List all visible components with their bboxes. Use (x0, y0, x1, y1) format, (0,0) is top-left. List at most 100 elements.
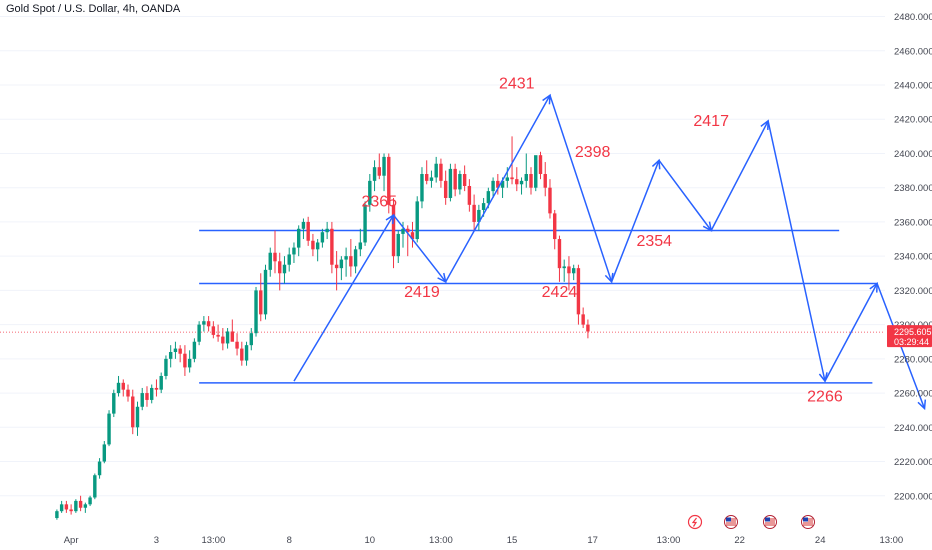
candle-body (88, 497, 92, 505)
flag-canton (803, 517, 808, 522)
lightning-bolt (691, 517, 698, 527)
price-annotation: 2365 (361, 194, 397, 211)
candle-body (273, 252, 277, 262)
price-axis-label: 2260.000 (894, 389, 932, 400)
projection-path[interactable] (293, 93, 927, 411)
flag-ring (763, 515, 777, 529)
flag-ring (801, 515, 815, 529)
candle-body (278, 261, 282, 274)
current-price-tag: 2295.605 03:29:44 (887, 325, 932, 348)
candle-body (225, 331, 230, 344)
candle-body (363, 204, 367, 243)
candle-body (254, 290, 258, 334)
price-annotation: 2354 (636, 233, 672, 250)
us-flag-icon[interactable] (763, 515, 777, 529)
price-annotation: 2424 (542, 284, 578, 301)
candle-body (496, 180, 500, 188)
candle-body (372, 167, 377, 181)
price-annotation: 2417 (693, 113, 729, 130)
candle-body (216, 334, 220, 337)
candle-body (524, 174, 528, 181)
price-axis-label: 2440.000 (894, 81, 932, 92)
price-axis-label: 2400.000 (894, 149, 932, 160)
candle-body (183, 353, 187, 368)
arrowhead (760, 119, 769, 130)
candle-body (562, 266, 566, 269)
candle-body (97, 461, 102, 476)
candle-body (102, 444, 107, 462)
candle-body (391, 204, 396, 257)
price-annotation: 2431 (499, 75, 535, 92)
event-icons[interactable] (687, 514, 815, 530)
candle-body (500, 180, 505, 188)
candle-body (439, 163, 443, 181)
candle-body (296, 228, 301, 248)
candle-body (472, 204, 476, 222)
time-axis-label: 13:00 (429, 535, 453, 546)
time-axis-label: 13:00 (201, 535, 225, 546)
time-axis-label: 17 (587, 535, 598, 546)
arrowhead (917, 399, 927, 411)
candle-body (64, 504, 69, 510)
flag-ring (724, 515, 738, 529)
arrowhead (437, 272, 447, 284)
candle-body (477, 209, 481, 222)
candle-body (505, 177, 510, 181)
zigzag-path[interactable] (293, 94, 926, 409)
price-tag-value: 2295.605 (894, 327, 932, 337)
us-flag-icon[interactable] (724, 515, 738, 529)
price-annotation: 2398 (575, 144, 611, 161)
candle-body (325, 228, 329, 233)
candle-body (534, 155, 538, 188)
candle-body (406, 228, 410, 233)
horizontal-levels[interactable] (0, 229, 885, 384)
candle-body (159, 375, 163, 390)
arrowhead (542, 93, 551, 105)
candle-body (112, 393, 116, 414)
candle-body (154, 387, 159, 390)
us-flag-icon[interactable] (801, 515, 815, 529)
candle-body (301, 221, 306, 229)
price-annotation: 2419 (404, 284, 440, 301)
candle-body (401, 228, 405, 234)
candle-body (538, 155, 543, 175)
price-axis-label: 2420.000 (894, 115, 932, 126)
candle-body (178, 348, 182, 354)
candle-body (164, 358, 168, 376)
candle-body (434, 163, 438, 178)
price-axis-label: 2220.000 (894, 457, 932, 468)
price-annotation: 2266 (807, 389, 843, 406)
candle-body (453, 168, 457, 190)
price-axis-label: 2460.000 (894, 46, 932, 57)
candle-body (211, 326, 216, 335)
time-axis-label: 3 (154, 535, 159, 546)
candle-body (377, 167, 382, 176)
price-annotations: 2365 2419 2431 2424 2398 2354 2417 2266 (361, 75, 842, 405)
candle-body (292, 247, 296, 255)
candle-body (353, 249, 358, 267)
flag-canton (765, 517, 770, 522)
candle-body (59, 504, 64, 512)
price-axis[interactable]: 2200.000 2220.000 2240.000 2260.000 2280.000… (894, 12, 932, 502)
candle-body (192, 341, 197, 359)
candle-body (368, 180, 372, 205)
candle-body (382, 156, 386, 176)
time-axis-label: 13:00 (879, 535, 903, 546)
candle-body (74, 500, 78, 512)
candle-body (140, 393, 144, 407)
lightning-icon[interactable] (687, 514, 703, 530)
candle-body (557, 239, 562, 269)
candle-body (576, 268, 581, 315)
candle-body (315, 242, 320, 250)
candle-body (268, 252, 272, 270)
candle-body (282, 264, 287, 274)
candle-body (358, 242, 363, 250)
time-axis-label: 15 (507, 535, 518, 546)
time-axis-label: 13:00 (657, 535, 681, 546)
time-axis-label: 10 (365, 535, 376, 546)
price-axis-label: 2340.000 (894, 252, 932, 263)
candle-body (491, 180, 495, 192)
candle-body (424, 174, 429, 181)
